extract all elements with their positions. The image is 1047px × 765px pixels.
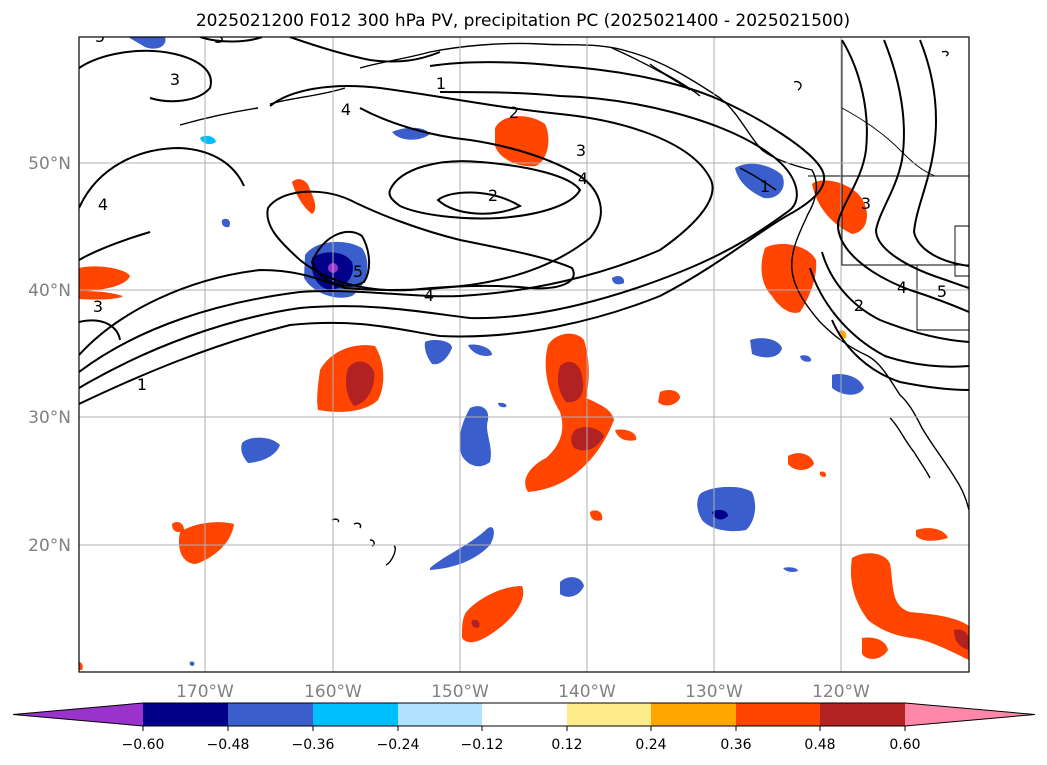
latitude-labels: 50°N 40°N 30°N 20°N (28, 154, 71, 556)
pv-label-3: 3 (93, 297, 103, 316)
map-frame (78, 36, 970, 673)
pv-label-3: 3 (861, 194, 871, 213)
colorbar-tick-label: −0.60 (122, 737, 165, 753)
colorbar: −0.60 −0.48 −0.36 −0.24 −0.12 0.12 0.24 … (12, 702, 1036, 753)
pv-label-4: 4 (424, 286, 434, 305)
pv-contours (79, 37, 969, 405)
colorbar-extend-max (905, 703, 1035, 726)
colorbar-tick-label: −0.48 (207, 737, 250, 753)
pv-label-5: 5 (95, 27, 105, 46)
colorbar-segment (736, 703, 820, 726)
colorbar-tick-label: −0.12 (461, 737, 504, 753)
lat-label-40n: 40°N (28, 281, 71, 301)
colorbar-segment (482, 703, 567, 726)
colorbar-segment (651, 703, 736, 726)
precipitation-shading (79, 37, 969, 670)
colorbar-segment (567, 703, 651, 726)
colorbar-tick-label: 0.36 (720, 737, 751, 753)
pv-label-5: 5 (353, 262, 363, 281)
pv-label-4: 4 (578, 169, 588, 188)
colorbar-tick-label: −0.36 (292, 737, 335, 753)
lat-label-30n: 30°N (28, 408, 71, 428)
colorbar-extend-min (13, 703, 143, 726)
lon-label-170w: 170°W (176, 682, 234, 702)
colorbar-tick-label: 0.60 (889, 737, 920, 753)
colorbar-segment (820, 703, 905, 726)
colorbar-segment (313, 703, 398, 726)
colorbar-tick-label: 0.12 (551, 737, 582, 753)
coastlines (179, 42, 969, 566)
country-borders (808, 40, 969, 331)
pv-label-4: 4 (341, 100, 351, 119)
colorbar-segment (143, 703, 228, 726)
map-panel: 5 3 3 4 1 2 3 4 2 4 5 4 3 1 1 3 2 4 5 (78, 27, 970, 673)
lon-label-120w: 120°W (812, 682, 870, 702)
pv-label-1: 1 (436, 74, 446, 93)
pv-label-2: 2 (854, 296, 864, 315)
colorbar-segment (398, 703, 482, 726)
figure-title: 2025021200 F012 300 hPa PV, precipitatio… (196, 11, 850, 31)
positive-precipitation-areas (79, 116, 969, 670)
lon-label-160w: 160°W (304, 682, 362, 702)
lon-label-150w: 150°W (431, 682, 489, 702)
pv-label-1: 1 (137, 375, 147, 394)
lon-label-140w: 140°W (558, 682, 616, 702)
pv-label-4: 4 (897, 278, 907, 297)
lat-label-20n: 20°N (28, 536, 71, 556)
longitude-labels: 170°W 160°W 150°W 140°W 130°W 120°W (176, 682, 870, 702)
colorbar-tick-marks (142, 726, 906, 731)
lon-label-130w: 130°W (685, 682, 743, 702)
pv-label-1: 1 (760, 177, 770, 196)
pv-label-3: 3 (170, 70, 180, 89)
colorbar-tick-label: −0.24 (377, 737, 420, 753)
pv-label-2: 2 (488, 186, 498, 205)
pv-contour-labels: 5 3 3 4 1 2 3 4 2 4 5 4 3 1 1 3 2 4 5 (93, 27, 947, 394)
lat-label-50n: 50°N (28, 154, 71, 174)
colorbar-tick-label: 0.48 (804, 737, 835, 753)
pv-label-4: 4 (98, 195, 108, 214)
pv-label-5: 5 (937, 282, 947, 301)
colorbar-tick-labels: −0.60 −0.48 −0.36 −0.24 −0.12 0.12 0.24 … (122, 737, 921, 753)
negative-precipitation-areas (128, 37, 864, 666)
pv-label-3: 3 (576, 141, 586, 160)
colorbar-segment (228, 703, 313, 726)
pv-label-2: 2 (509, 103, 519, 122)
pv-label-3: 3 (214, 28, 224, 47)
colorbar-tick-label: 0.24 (635, 737, 666, 753)
